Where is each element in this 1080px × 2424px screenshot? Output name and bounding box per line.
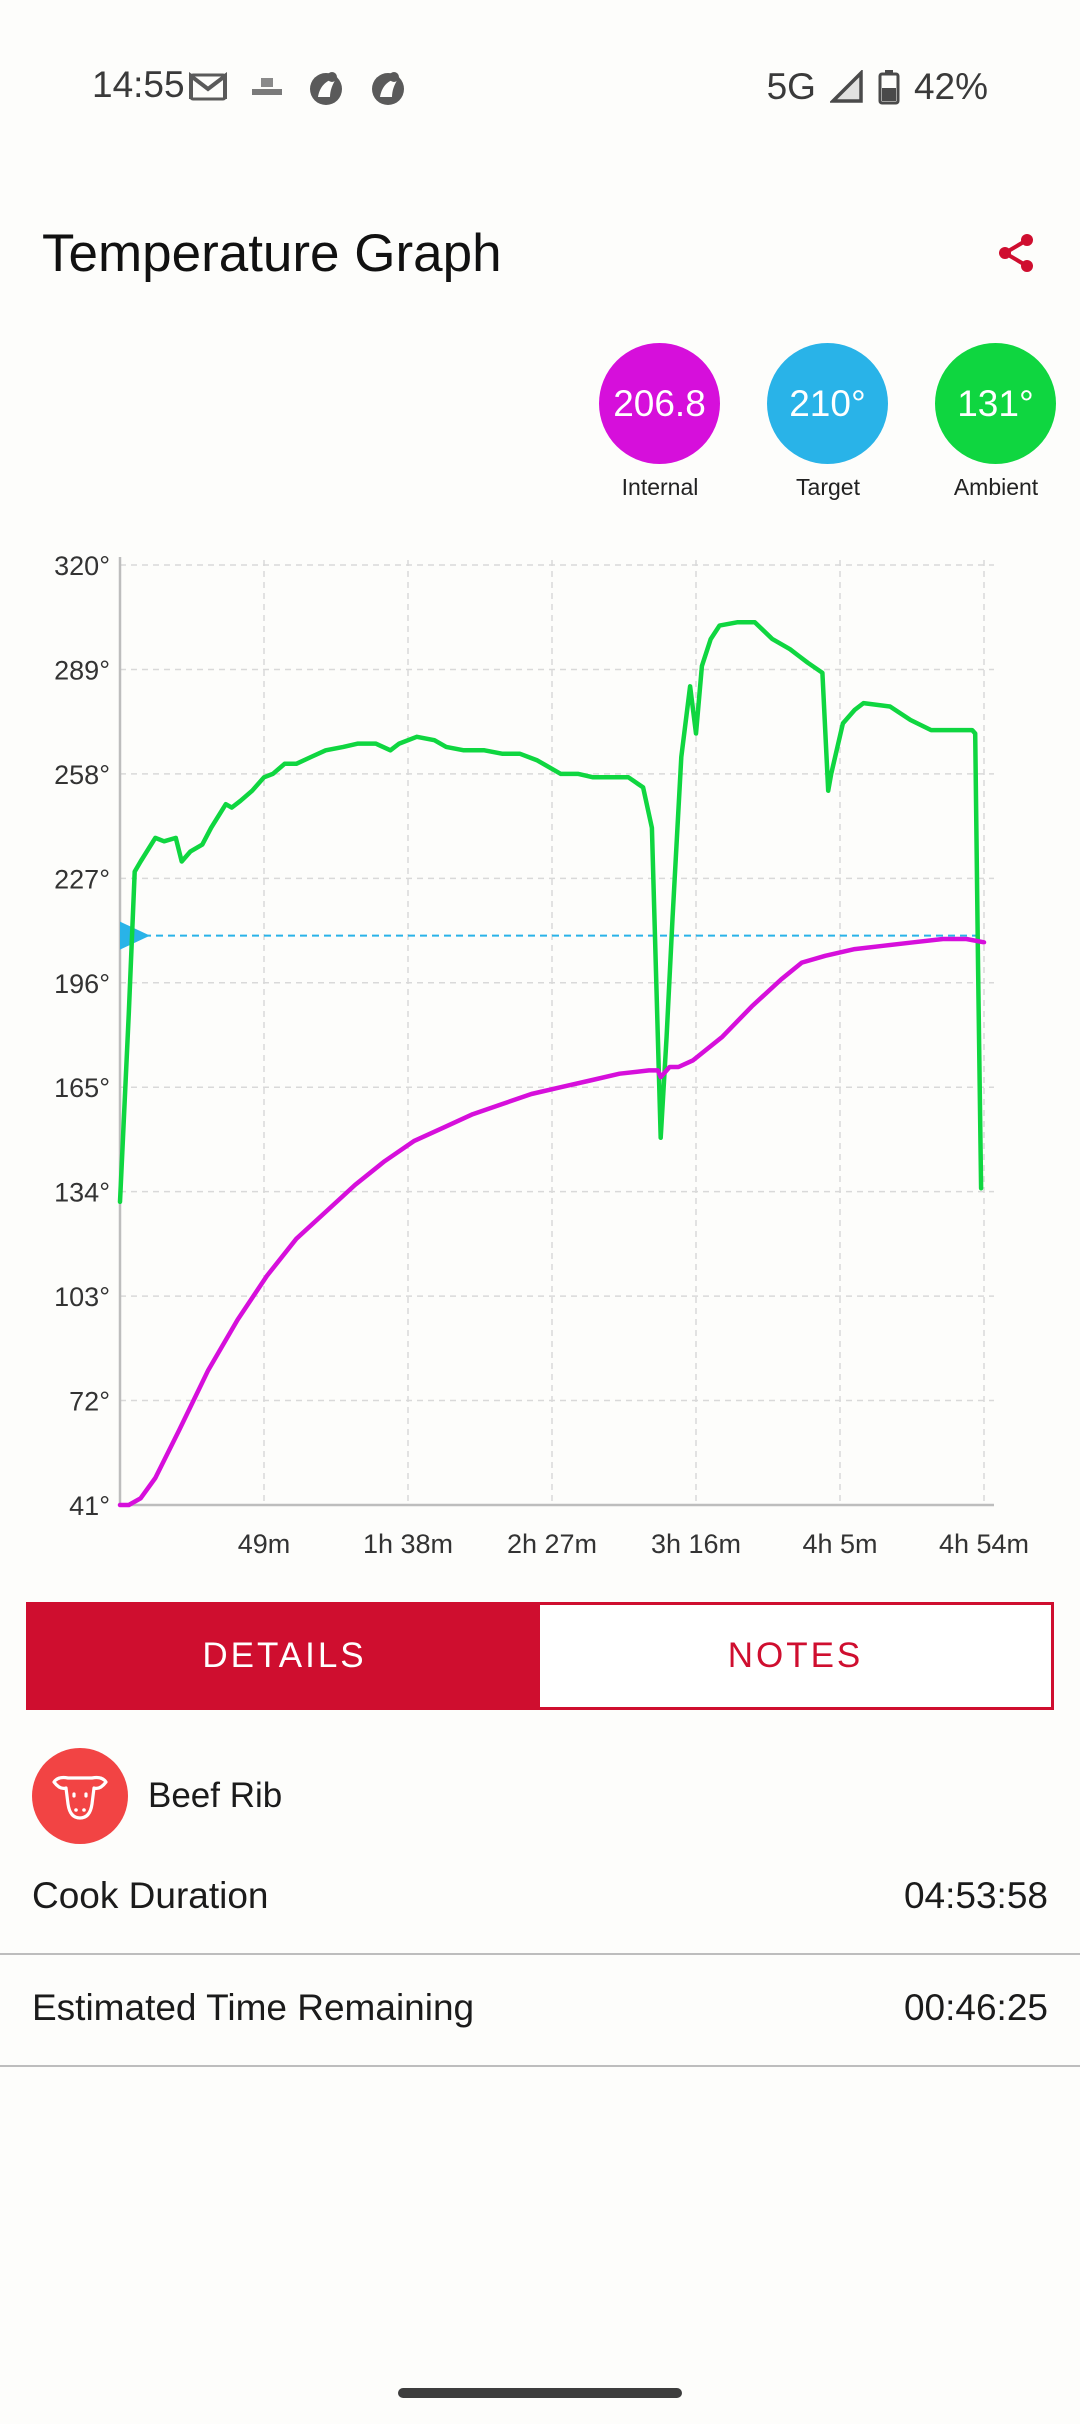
y-tick-label: 258° xyxy=(54,760,110,790)
tab-notes[interactable]: NOTES xyxy=(540,1605,1051,1707)
x-tick-label: 2h 27m xyxy=(507,1529,597,1559)
series-line-1 xyxy=(117,936,987,1508)
cook-duration-label: Cook Duration xyxy=(32,1875,269,1916)
internal-temp-label: Internal xyxy=(621,474,699,500)
battery-icon xyxy=(878,70,900,105)
food-name: Beef Rib xyxy=(148,1776,283,1815)
notification-icons xyxy=(188,64,408,110)
time-remaining-value: 00:46:25 xyxy=(903,1987,1048,2028)
app-header: Temperature Graph xyxy=(0,205,1080,295)
time-remaining-row: Estimated Time Remaining 00:46:25 xyxy=(0,1957,1080,2067)
horse-app-icon xyxy=(310,72,342,105)
tab-details[interactable]: DETAILS xyxy=(29,1605,540,1707)
cook-duration-row: Cook Duration 04:53:58 xyxy=(0,1845,1080,1955)
food-row: Beef Rib xyxy=(32,1748,282,1844)
ambient-temp-label: Ambient xyxy=(953,474,1039,500)
x-tick-label: 3h 16m xyxy=(651,1529,741,1559)
y-tick-label: 289° xyxy=(54,655,110,685)
y-tick-label: 134° xyxy=(54,1178,110,1208)
battery-level: 42% xyxy=(913,66,988,107)
target-temp-value: 210° xyxy=(789,382,866,424)
internal-temp-value: 206.8 xyxy=(613,382,706,424)
status-time: 14:55 xyxy=(92,64,185,105)
ambient-temp-value: 131° xyxy=(957,382,1034,424)
page-title: Temperature Graph xyxy=(42,224,502,283)
time-remaining-label: Estimated Time Remaining xyxy=(32,1987,475,2028)
target-temp-circle: 210° xyxy=(767,343,888,464)
target-marker xyxy=(120,921,150,950)
x-tick-label: 1h 38m xyxy=(363,1529,453,1559)
x-tick-label: 4h 54m xyxy=(939,1529,1029,1559)
x-tick-label: 4h 5m xyxy=(802,1529,877,1559)
cook-duration-value: 04:53:58 xyxy=(903,1875,1048,1916)
ambient-temp-circle: 131° xyxy=(935,343,1056,464)
target-temp-label: Target xyxy=(796,474,860,500)
y-tick-label: 227° xyxy=(54,864,110,894)
share-icon xyxy=(999,234,1033,272)
y-tick-label: 165° xyxy=(54,1073,110,1103)
y-tick-label: 320° xyxy=(54,551,110,581)
x-tick-label: 49m xyxy=(238,1529,291,1559)
internal-temp-circle: 206.8 xyxy=(599,343,720,464)
status-right: 5G 42% xyxy=(767,64,988,110)
y-tick-label: 72° xyxy=(69,1387,110,1417)
temperature-chart[interactable]: 41° 72° 103° 134° 165° 196° 227° 258° 289° 320° 49… xyxy=(0,530,1080,1570)
y-tick-label: 41° xyxy=(69,1491,110,1521)
share-button[interactable] xyxy=(990,227,1042,279)
signal-icon xyxy=(829,70,863,103)
series-line-0 xyxy=(117,620,984,1205)
horse-app-icon-2 xyxy=(372,72,404,105)
network-type: 5G xyxy=(766,66,816,107)
app-notification-icon xyxy=(252,78,282,95)
status-bar: 14:55 5G 42% xyxy=(0,0,1080,175)
y-tick-label: 103° xyxy=(54,1282,110,1312)
home-indicator[interactable] xyxy=(398,2388,682,2398)
cow-icon xyxy=(32,1748,128,1844)
gmail-icon xyxy=(189,72,227,101)
y-tick-label: 196° xyxy=(54,969,110,999)
detail-tabs: DETAILS NOTES xyxy=(26,1602,1054,1710)
